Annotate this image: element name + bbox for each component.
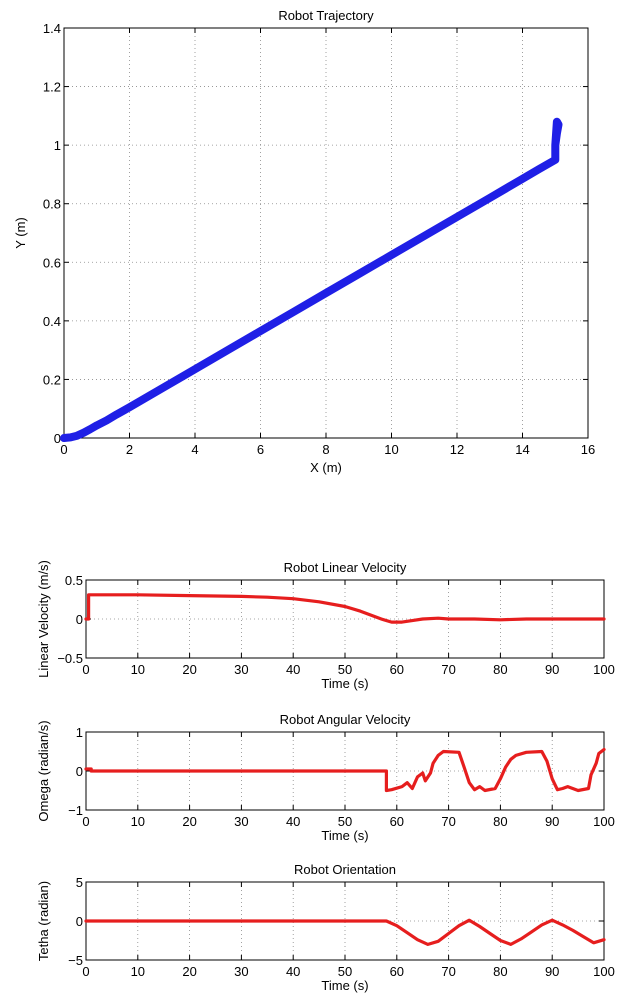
chart-3-series-0-line	[84, 918, 606, 947]
chart-2-x-tick-label: 10	[131, 814, 145, 829]
chart-3-x-tick-label: 70	[441, 964, 455, 979]
chart-0-y-axis-label: Y (m)	[13, 217, 28, 249]
chart-0-title: Robot Trajectory	[278, 8, 374, 23]
chart-1-y-tick-label: −0.5	[57, 651, 83, 666]
chart-1-y-tick-label: 0	[76, 612, 83, 627]
chart-3-x-tick-label: 40	[286, 964, 300, 979]
chart-3-x-tick-label: 0	[82, 964, 89, 979]
chart-1-x-tick-label: 0	[82, 662, 89, 677]
chart-2-series-0-line	[84, 747, 606, 793]
chart-2-x-tick-label: 80	[493, 814, 507, 829]
chart-1-x-tick-label: 50	[338, 662, 352, 677]
chart-1-x-tick-label: 90	[545, 662, 559, 677]
chart-1-x-tick-label: 60	[390, 662, 404, 677]
chart-1-y-tick-label: 0.5	[65, 573, 83, 588]
chart-0-y-tick-label: 0.8	[43, 197, 61, 212]
chart-3-y-axis-label: Tetha (radian)	[36, 881, 51, 961]
chart-3-x-tick-label: 20	[182, 964, 196, 979]
chart-3-x-tick-label: 60	[390, 964, 404, 979]
chart-1-x-tick-label: 70	[441, 662, 455, 677]
chart-3-x-axis-label: Time (s)	[321, 978, 368, 993]
chart-1-x-tick-label: 30	[234, 662, 248, 677]
chart-1-x-tick-label: 10	[131, 662, 145, 677]
chart-1-x-axis-label: Time (s)	[321, 676, 368, 691]
chart-2-x-tick-label: 100	[593, 814, 615, 829]
chart-2-x-tick-label: 60	[390, 814, 404, 829]
chart-3-y-tick-label: 5	[76, 875, 83, 890]
chart-1-x-tick-label: 20	[182, 662, 196, 677]
chart-0-x-tick-label: 8	[322, 442, 329, 457]
chart-0-x-tick-label: 10	[384, 442, 398, 457]
chart-2-x-tick-label: 30	[234, 814, 248, 829]
chart-3-y-tick-label: 0	[76, 914, 83, 929]
chart-2-x-tick-label: 50	[338, 814, 352, 829]
chart-0-x-tick-label: 0	[60, 442, 67, 457]
chart-0-y-tick-label: 0.6	[43, 255, 61, 270]
chart-0-series-0-line	[60, 117, 563, 442]
chart-0-y-tick-label: 1.2	[43, 80, 61, 95]
chart-3-x-tick-label: 80	[493, 964, 507, 979]
chart-1-y-axis-label: Linear Velocity (m/s)	[36, 560, 51, 678]
chart-0-x-tick-label: 16	[581, 442, 595, 457]
chart-3-y-tick-label: −5	[68, 953, 83, 968]
chart-0-y-tick-label: 0.2	[43, 372, 61, 387]
chart-2-x-axis-label: Time (s)	[321, 828, 368, 843]
chart-2-y-tick-label: −1	[68, 803, 83, 818]
chart-1-x-tick-label: 80	[493, 662, 507, 677]
chart-1-title: Robot Linear Velocity	[284, 560, 407, 575]
chart-2-x-tick-label: 20	[182, 814, 196, 829]
chart-0: 0 2 4 6 8 10 12 14 16 0 0.2 0.4 0.6 0.8 1 1.2 1.4 Robot T…	[13, 8, 595, 475]
chart-3-x-tick-label: 90	[545, 964, 559, 979]
chart-3-title: Robot Orientation	[294, 862, 396, 877]
chart-1-x-tick-label: 100	[593, 662, 615, 677]
chart-2-y-tick-label: 0	[76, 764, 83, 779]
chart-0-x-tick-label: 6	[257, 442, 264, 457]
chart-2-y-tick-label: 1	[76, 725, 83, 740]
chart-0-x-axis-label: X (m)	[310, 460, 342, 475]
chart-3-x-tick-label: 30	[234, 964, 248, 979]
chart-2-x-tick-label: 0	[82, 814, 89, 829]
chart-0-x-tick-label: 12	[450, 442, 464, 457]
chart-2-y-axis-label: Omega (radian/s)	[36, 720, 51, 821]
chart-2-x-tick-label: 70	[441, 814, 455, 829]
chart-1-series-0-line	[84, 593, 606, 624]
chart-2-x-tick-label: 40	[286, 814, 300, 829]
chart-3-x-tick-label: 50	[338, 964, 352, 979]
chart-0-x-tick-label: 4	[191, 442, 198, 457]
chart-0-x-tick-label: 14	[515, 442, 529, 457]
chart-2-x-tick-label: 90	[545, 814, 559, 829]
chart-0-y-tick-label: 0	[54, 431, 61, 446]
chart-1-x-tick-label: 40	[286, 662, 300, 677]
chart-0-y-tick-label: 1.4	[43, 21, 61, 36]
chart-3-x-tick-label: 100	[593, 964, 615, 979]
chart-0-x-tick-label: 2	[126, 442, 133, 457]
chart-0-y-tick-label: 0.4	[43, 314, 61, 329]
chart-3-x-tick-label: 10	[131, 964, 145, 979]
chart-0-y-tick-label: 1	[54, 138, 61, 153]
chart-2-title: Robot Angular Velocity	[280, 712, 411, 727]
